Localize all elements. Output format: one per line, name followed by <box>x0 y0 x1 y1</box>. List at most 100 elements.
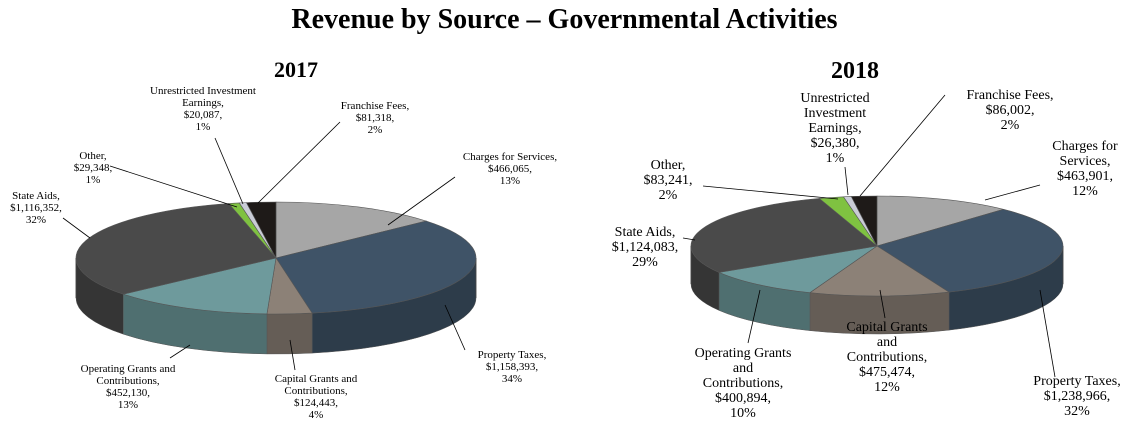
data-label-line: Charges for <box>1052 139 1118 154</box>
data-label-line: 2% <box>368 124 383 136</box>
data-label-line: $83,241, <box>644 173 693 188</box>
data-label-line: 13% <box>118 399 138 411</box>
data-label-line: Services, <box>1060 154 1111 169</box>
slice-state-aids <box>75 203 277 295</box>
slice-side-capital-grants-and-contributions <box>266 312 313 355</box>
data-label-franchise-fees: Franchise Fees, $86,002, 2% <box>966 88 1053 133</box>
data-label-line: Contributions, <box>96 375 160 387</box>
data-label-line: 4% <box>309 409 324 421</box>
data-label-operating-grants-and-contributions: Operating Grants and Contributions, $452,1… <box>81 363 176 411</box>
leader-line-property-taxes <box>1039 289 1056 378</box>
data-label-line: Other, <box>651 158 686 173</box>
data-label-line: $29,348, <box>74 162 113 174</box>
slice-franchise-fees <box>245 201 277 259</box>
leader-line-other <box>702 185 839 200</box>
data-label-state-aids: State Aids, $1,124,083, 29% <box>612 225 679 270</box>
data-label-charges-for-services: Charges for Services, $463,901, 12% <box>1052 139 1118 199</box>
data-label-line: 32% <box>1064 404 1090 419</box>
slice-charges-for-services <box>275 201 428 259</box>
data-label-line: State Aids, <box>12 190 60 202</box>
leader-line-charges-for-services <box>984 184 1041 201</box>
slice-operating-grants-and-contributions <box>717 245 878 293</box>
data-label-line: 10% <box>730 406 756 421</box>
data-label-line: $1,124,083, <box>612 240 679 255</box>
data-label-line: Property Taxes, <box>478 349 547 361</box>
data-label-line: $475,474, <box>859 365 915 380</box>
slice-property-taxes <box>275 220 477 314</box>
chart-title: 2017 <box>274 57 318 82</box>
slice-state-aids <box>690 198 878 273</box>
data-label-line: Capital Grants and <box>275 373 358 385</box>
data-label-line: Earnings, <box>182 97 224 109</box>
data-label-line: 1% <box>826 151 845 166</box>
slice-capital-grants-and-contributions <box>809 245 950 297</box>
data-label-property-taxes: Property Taxes, $1,158,393, 34% <box>478 349 547 385</box>
data-label-line: $81,318, <box>356 112 395 124</box>
pie-chart-2017: 2017 Charges for Services, $466,065, 13% Pro… <box>10 57 557 421</box>
pie-sides <box>690 245 1064 335</box>
data-label-line: $26,380, <box>811 136 860 151</box>
data-label-line: Contributions, <box>284 385 348 397</box>
data-label-line: 2% <box>659 188 678 203</box>
page-title: Revenue by Source – Governmental Activit… <box>291 4 838 35</box>
data-label-line: State Aids, <box>615 225 676 240</box>
leader-line-state-aids <box>62 217 91 239</box>
slice-operating-grants-and-contributions <box>122 257 277 315</box>
data-label-line: Unrestricted Investment <box>150 85 256 97</box>
data-label-line: $400,894, <box>715 391 771 406</box>
data-label-line: Operating Grants <box>695 346 792 361</box>
data-label-line: Operating Grants and <box>81 363 176 375</box>
data-label-line: $20,087, <box>184 109 223 121</box>
data-label-line: Franchise Fees, <box>966 88 1053 103</box>
data-label-line: 12% <box>874 380 900 395</box>
leader-line-charges-for-services <box>387 176 456 226</box>
data-label-line: $466,065, <box>488 163 532 175</box>
data-label-line: 1% <box>196 121 211 133</box>
leader-line-capital-grants-and-contributions <box>289 339 296 371</box>
data-label-capital-grants-and-contributions: Capital Grants and Contributions, $124,443… <box>275 373 358 421</box>
chart-title: 2018 <box>831 58 879 84</box>
data-label-line: Earnings, <box>808 121 861 136</box>
leader-line-other <box>109 165 238 208</box>
data-label-line: and <box>733 361 753 376</box>
data-label-line: 34% <box>502 373 522 385</box>
data-label-line: 29% <box>632 255 658 270</box>
slice-franchise-fees <box>850 195 878 247</box>
data-label-line: Other, <box>79 150 107 162</box>
leader-line-unrestricted-investment-earnings <box>214 137 244 205</box>
pie-sides <box>75 257 477 355</box>
data-label-line: 13% <box>500 175 520 187</box>
data-label-line: $452,130, <box>106 387 150 399</box>
leader-line-capital-grants-and-contributions <box>879 289 886 319</box>
slice-charges-for-services <box>876 195 1005 247</box>
data-label-line: 2% <box>1001 118 1020 133</box>
data-label-line: $124,443, <box>294 397 338 409</box>
data-label-franchise-fees: Franchise Fees, $81,318, 2% <box>341 100 410 136</box>
data-label-line: Property Taxes, <box>1033 374 1120 389</box>
data-label-line: $1,158,393, <box>486 361 539 373</box>
data-label-property-taxes: Property Taxes, $1,238,966, 32% <box>1033 374 1120 419</box>
data-label-unrestricted-investment-earnings: Unrestricted Investment Earnings, $20,087,… <box>150 85 256 133</box>
leader-line-franchise-fees <box>859 94 946 197</box>
data-label-line: 32% <box>26 214 46 226</box>
data-label-unrestricted-investment-earnings: Unrestricted Investment Earnings, $26,380, 1… <box>800 91 869 166</box>
data-label-line: 12% <box>1072 184 1098 199</box>
leader-line-operating-grants-and-contributions <box>747 289 761 344</box>
leader-line-state-aids <box>682 237 696 241</box>
data-label-line: Investment <box>804 106 866 121</box>
leader-line-franchise-fees <box>257 121 341 204</box>
data-label-capital-grants-and-contributions: Capital Grants and Contributions, $475,474,… <box>846 320 927 395</box>
leader-line-unrestricted-investment-earnings <box>844 166 849 196</box>
pie-edge <box>690 246 1064 284</box>
data-label-line: $463,901, <box>1057 169 1113 184</box>
data-label-line: $1,116,352, <box>10 202 62 214</box>
leader-line-operating-grants-and-contributions <box>169 344 191 359</box>
data-label-charges-for-services: Charges for Services, $466,065, 13% <box>463 151 557 187</box>
data-label-other: Other, $83,241, 2% <box>644 158 693 203</box>
data-label-state-aids: State Aids, $1,116,352, 32% <box>10 190 62 226</box>
data-label-line: 1% <box>86 174 101 186</box>
data-label-line: $86,002, <box>986 103 1035 118</box>
data-label-other: Other, $29,348, 1% <box>74 150 113 186</box>
